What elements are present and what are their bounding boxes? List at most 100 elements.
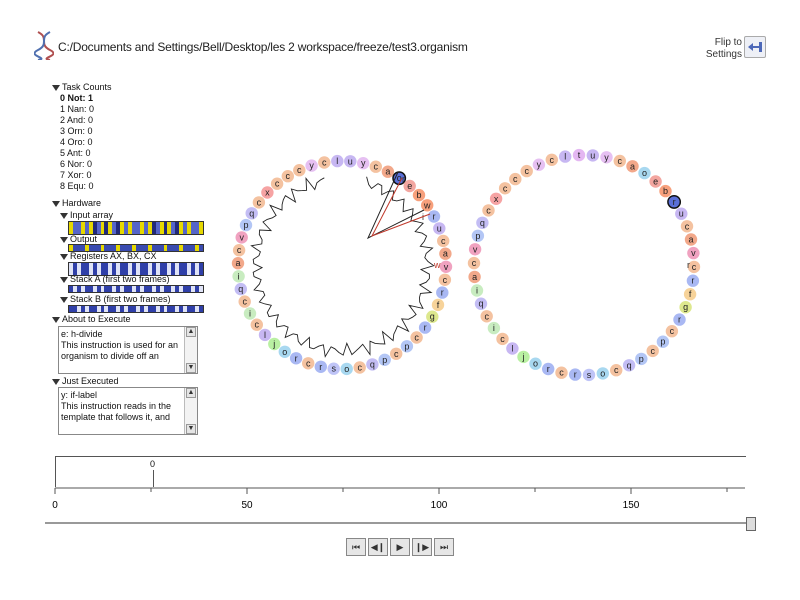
instruction-circle[interactable]: [638, 166, 651, 180]
instruction-circle[interactable]: [480, 310, 493, 323]
instruction-circle[interactable]: [231, 257, 245, 270]
instruction-circle[interactable]: [687, 246, 700, 260]
instruction-circle[interactable]: [344, 155, 357, 168]
instruction-circle[interactable]: [545, 153, 558, 166]
update-slider-track[interactable]: [45, 522, 755, 524]
update-slider-thumb[interactable]: [746, 517, 756, 531]
instruction-circle[interactable]: [270, 177, 284, 190]
instruction-circle[interactable]: [622, 359, 636, 372]
instruction-circle[interactable]: [327, 362, 340, 375]
instruction-circle[interactable]: [559, 150, 572, 163]
instruction-circle[interactable]: [517, 350, 530, 364]
instruction-circle[interactable]: [243, 307, 257, 320]
input-array-label-row[interactable]: Input array: [60, 210, 113, 221]
step-forward-icon[interactable]: ❙▶: [412, 538, 432, 556]
collapse-triangle-icon[interactable]: [60, 276, 68, 283]
scroll-up-icon[interactable]: ▲: [186, 327, 196, 337]
instruction-circle[interactable]: [258, 328, 272, 342]
instruction-circle[interactable]: [667, 194, 682, 209]
stack-b-label-row[interactable]: Stack B (first two frames): [60, 294, 171, 305]
offspring-genome-ring[interactable]: u y caoebrucavcrfgrcpcpqcosrcrojlcicqiacvp…: [467, 148, 701, 382]
instruction-circle[interactable]: [289, 352, 303, 365]
instruction-circle[interactable]: [686, 274, 700, 287]
flip-to-settings-button[interactable]: [744, 36, 766, 58]
instruction-circle[interactable]: [431, 298, 445, 312]
instruction-circle[interactable]: [468, 270, 481, 284]
instruction-circle[interactable]: [555, 366, 568, 379]
instruction-circle[interactable]: [437, 234, 450, 248]
collapse-triangle-icon[interactable]: [52, 200, 60, 207]
about-to-execute-textbox[interactable]: e: h-divide This instruction is used for…: [58, 326, 198, 374]
instruction-circle[interactable]: [572, 148, 586, 162]
instruction-circle[interactable]: [649, 175, 662, 188]
instruction-circle[interactable]: [468, 243, 482, 256]
instruction-circle[interactable]: [418, 321, 432, 334]
instruction-circle[interactable]: [400, 340, 414, 353]
instruction-circle[interactable]: [687, 260, 701, 274]
instruction-circle[interactable]: [340, 362, 353, 376]
scroll-down-icon[interactable]: ▼: [186, 424, 196, 434]
instruction-circle[interactable]: [476, 216, 489, 229]
instruction-circle[interactable]: [626, 160, 639, 173]
instruction-circle[interactable]: [679, 301, 692, 314]
about-to-execute-section[interactable]: About to Execute: [52, 314, 131, 325]
timeline-marker[interactable]: [153, 470, 154, 487]
instruction-circle[interactable]: [252, 196, 266, 209]
just-executed-section[interactable]: Just Executed: [52, 376, 119, 387]
instruction-circle[interactable]: [353, 361, 366, 374]
step-back-icon[interactable]: ◀❙: [368, 538, 388, 556]
instruction-circle[interactable]: [489, 192, 503, 205]
instruction-circle[interactable]: [684, 233, 698, 246]
instruction-circle[interactable]: [613, 154, 626, 168]
instruction-circle[interactable]: [675, 207, 688, 220]
instruction-circle[interactable]: [436, 286, 449, 299]
scroll-up-icon[interactable]: ▲: [186, 388, 196, 398]
instruction-circle[interactable]: [509, 172, 522, 186]
instruction-circle[interactable]: [293, 164, 306, 177]
instruction-circle[interactable]: [506, 342, 519, 355]
flip-to-settings-label[interactable]: Flip to Settings: [705, 37, 742, 60]
instruction-circle[interactable]: [281, 170, 294, 183]
just-scrollbar[interactable]: ▲ ▼: [184, 388, 197, 434]
instruction-circle[interactable]: [439, 260, 453, 273]
fast-forward-icon[interactable]: ⏭: [434, 538, 454, 556]
instruction-circle[interactable]: [520, 164, 533, 178]
instruction-circle[interactable]: [239, 218, 253, 232]
instruction-circle[interactable]: [390, 347, 403, 360]
instruction-circle[interactable]: [369, 160, 382, 173]
just-executed-textbox[interactable]: y: if-label This instruction reads in th…: [58, 387, 198, 435]
instruction-circle[interactable]: [357, 157, 370, 170]
instruction-circle[interactable]: [314, 360, 327, 373]
instruction-circle[interactable]: [542, 362, 555, 376]
instruction-circle[interactable]: [656, 335, 670, 348]
instruction-circle[interactable]: [673, 313, 686, 326]
instruction-circle[interactable]: [610, 364, 623, 377]
instruction-circle[interactable]: [412, 188, 426, 202]
instruction-circle[interactable]: [318, 156, 331, 169]
instruction-circle[interactable]: [378, 353, 391, 366]
collapse-triangle-icon[interactable]: [60, 253, 68, 260]
instruction-circle[interactable]: [302, 357, 315, 370]
rewind-icon[interactable]: ⏮: [346, 538, 366, 556]
instruction-circle[interactable]: [421, 199, 434, 212]
instruction-circle[interactable]: [582, 368, 596, 382]
instruction-circle[interactable]: [278, 345, 291, 358]
instruction-circle[interactable]: [268, 337, 281, 351]
instruction-circle[interactable]: [403, 179, 416, 193]
instruction-circle[interactable]: [586, 149, 599, 162]
instruction-circle[interactable]: [665, 325, 679, 338]
instruction-circle[interactable]: [305, 159, 318, 172]
instruction-circle[interactable]: [438, 273, 452, 286]
instruction-circle[interactable]: [439, 247, 452, 260]
stack-a-label-row[interactable]: Stack A (first two frames): [60, 274, 170, 285]
instruction-circle[interactable]: [331, 154, 344, 168]
instruction-circle[interactable]: [680, 220, 694, 233]
collapse-triangle-icon[interactable]: [52, 316, 60, 323]
instruction-circle[interactable]: [232, 244, 246, 257]
hardware-section[interactable]: Hardware: [52, 198, 101, 209]
instruction-circle[interactable]: [487, 321, 501, 335]
instruction-circle[interactable]: [232, 270, 245, 283]
instruction-circle[interactable]: [482, 204, 495, 217]
instruction-circle[interactable]: [234, 282, 247, 296]
population-timeline[interactable]: 0: [55, 456, 746, 487]
